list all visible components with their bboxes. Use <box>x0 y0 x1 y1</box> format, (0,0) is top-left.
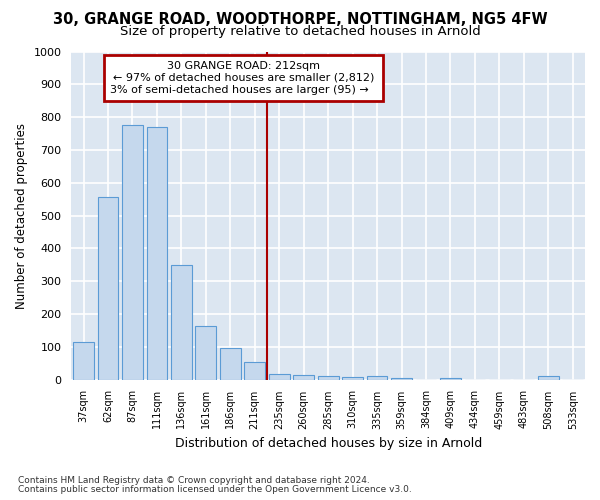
Bar <box>367 376 388 380</box>
Bar <box>98 197 118 380</box>
Bar <box>171 266 192 380</box>
Text: Contains HM Land Registry data © Crown copyright and database right 2024.: Contains HM Land Registry data © Crown c… <box>18 476 370 485</box>
Bar <box>318 376 338 380</box>
X-axis label: Distribution of detached houses by size in Arnold: Distribution of detached houses by size … <box>175 437 482 450</box>
Text: 30 GRANGE ROAD: 212sqm  
← 97% of detached houses are smaller (2,812)
3% of semi: 30 GRANGE ROAD: 212sqm ← 97% of detached… <box>110 62 376 94</box>
Bar <box>244 362 265 380</box>
Text: 30, GRANGE ROAD, WOODTHORPE, NOTTINGHAM, NG5 4FW: 30, GRANGE ROAD, WOODTHORPE, NOTTINGHAM,… <box>53 12 547 28</box>
Bar <box>342 377 363 380</box>
Text: Size of property relative to detached houses in Arnold: Size of property relative to detached ho… <box>119 25 481 38</box>
Bar <box>146 127 167 380</box>
Bar <box>122 126 143 380</box>
Bar <box>73 342 94 380</box>
Bar <box>391 378 412 380</box>
Bar <box>440 378 461 380</box>
Bar <box>538 376 559 380</box>
Bar <box>269 374 290 380</box>
Text: Contains public sector information licensed under the Open Government Licence v3: Contains public sector information licen… <box>18 485 412 494</box>
Bar <box>293 376 314 380</box>
Bar <box>196 326 216 380</box>
Y-axis label: Number of detached properties: Number of detached properties <box>15 122 28 308</box>
Bar <box>220 348 241 380</box>
